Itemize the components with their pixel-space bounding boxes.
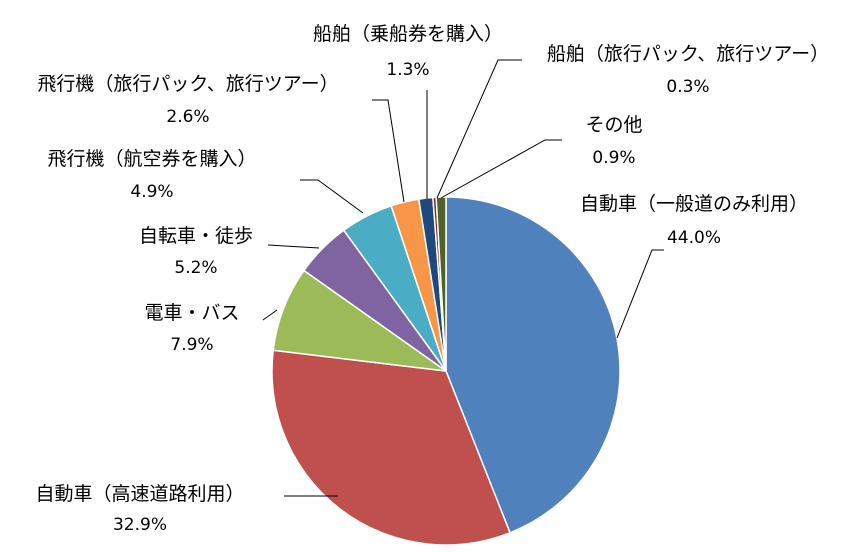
leader-line-0	[616, 249, 664, 339]
slice-value-label-2: 7.9%	[170, 335, 213, 355]
slice-name-label-3: 自転車・徒歩	[139, 225, 253, 247]
slice-name-label-6: 船舶（乗船券を購入）	[313, 23, 503, 45]
pie-slice-0	[445, 196, 621, 534]
slice-value-label-3: 5.2%	[174, 258, 217, 278]
leader-line-7	[436, 59, 522, 199]
slice-name-label-4: 飛行機（航空券を購入）	[47, 148, 256, 170]
slice-value-label-5: 2.6%	[166, 107, 209, 127]
leader-line-8	[440, 139, 562, 199]
slice-labels: 自動車（一般道のみ利用） 44.0% 自動車（高速道路利用） 32.9% 電車・バス 7.…	[35, 23, 829, 535]
leader-line-4	[300, 179, 364, 214]
slice-name-label-0: 自動車（一般道のみ利用）	[580, 193, 808, 215]
slice-value-label-6: 1.3%	[386, 60, 429, 80]
slice-value-label-7: 0.3%	[666, 77, 709, 97]
slice-value-label-1: 32.9%	[113, 515, 167, 535]
leader-line-3	[267, 244, 320, 249]
leader-lines	[262, 59, 664, 497]
slice-name-label-7: 船舶（旅行パック、旅行ツアー）	[547, 43, 829, 65]
slice-name-label-5: 飛行機（旅行パック、旅行ツアー）	[37, 73, 338, 95]
slice-value-label-8: 0.9%	[592, 148, 635, 168]
slice-value-label-4: 4.9%	[130, 182, 173, 202]
slice-value-label-0: 44.0%	[667, 228, 721, 248]
leader-line-5	[372, 99, 405, 203]
slice-name-label-1: 自動車（高速道路利用）	[35, 483, 244, 505]
pie-slice-8	[435, 196, 447, 372]
pie-slices	[271, 196, 621, 546]
slice-name-label-2: 電車・バス	[144, 302, 239, 324]
leader-line-2	[262, 309, 278, 321]
slice-name-label-8: その他	[585, 114, 642, 136]
